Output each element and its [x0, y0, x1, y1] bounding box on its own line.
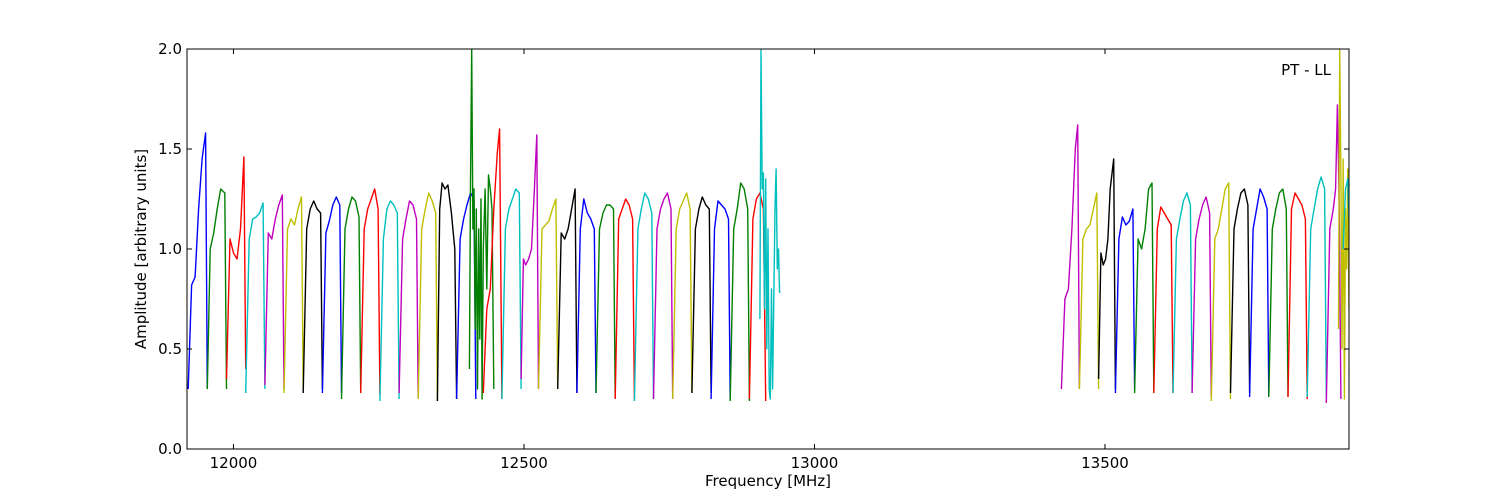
y-tick-label: 0.0 [158, 440, 182, 458]
series-line-20 [537, 198, 559, 390]
y-tick-label: 1.0 [158, 240, 182, 258]
series-line-22 [576, 198, 597, 394]
series-line-36 [1114, 208, 1136, 394]
series-line-16 [468, 49, 495, 400]
series-layer [187, 49, 1349, 404]
x-axis-label: Frequency [MHz] [705, 472, 831, 490]
series-line-34 [1078, 192, 1100, 390]
y-axis-label: Amplitude [arbitrary units] [132, 149, 150, 349]
y-tick-label: 0.5 [158, 340, 182, 358]
series-line-26 [652, 192, 674, 400]
tick-layer: 12000 12500 13000 13500 0.0 0.5 1.0 1.5 2.0 [158, 40, 1349, 472]
series-line-2 [206, 188, 228, 390]
series-line-6 [283, 196, 304, 394]
series-line-18 [501, 188, 522, 400]
x-tick-label: 13500 [1081, 454, 1129, 472]
series-line-12 [398, 200, 419, 400]
series-line-21 [557, 188, 578, 394]
series-line-13 [417, 192, 439, 402]
series-line-17 [482, 128, 503, 400]
series-line-46 [1306, 176, 1328, 398]
series-line-29 [710, 200, 731, 400]
y-tick-label: 1.5 [158, 140, 182, 158]
series-line-48 [1337, 49, 1349, 400]
series-line-4 [245, 202, 266, 394]
panel-annotation: PT - LL [1281, 61, 1332, 79]
series-line-37 [1133, 182, 1155, 394]
series-line-25 [633, 192, 655, 402]
series-line-45 [1287, 192, 1308, 400]
series-line-5 [264, 194, 285, 390]
series-line-38 [1153, 206, 1174, 394]
series-line-1 [187, 132, 208, 390]
y-tick-label: 2.0 [158, 40, 182, 58]
x-tick-label: 12500 [500, 454, 548, 472]
series-line-40 [1191, 196, 1213, 398]
series-line-33 [1060, 124, 1081, 390]
series-line-32 [759, 49, 781, 400]
series-line-24 [614, 198, 636, 400]
series-line-3 [225, 156, 247, 380]
series-line-19 [520, 134, 540, 390]
series-line-49 [1342, 178, 1349, 250]
series-line-9 [340, 196, 362, 400]
series-line-42 [1229, 188, 1251, 394]
series-line-28 [691, 196, 712, 394]
series-line-10 [360, 188, 381, 396]
series-line-23 [595, 204, 616, 400]
series-line-35 [1097, 158, 1117, 390]
x-tick-label: 13000 [791, 454, 839, 472]
series-line-27 [672, 192, 693, 400]
x-tick-label: 12000 [210, 454, 258, 472]
series-line-44 [1268, 188, 1289, 398]
series-line-39 [1172, 192, 1193, 394]
series-line-41 [1210, 182, 1232, 402]
series-line-14 [436, 182, 458, 402]
series-line-11 [379, 200, 400, 402]
series-line-7 [302, 200, 324, 394]
series-line-8 [321, 196, 343, 394]
series-line-43 [1248, 188, 1270, 398]
series-line-30 [729, 182, 751, 402]
